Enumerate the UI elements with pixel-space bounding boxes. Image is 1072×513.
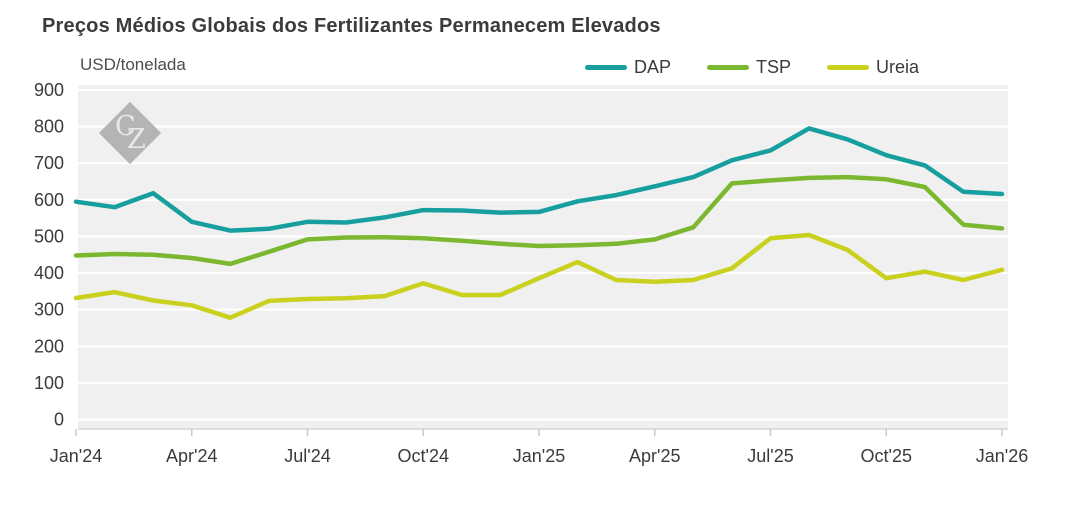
y-tick-label-100: 100 [34, 373, 64, 393]
plot-area [78, 85, 1008, 429]
y-tick-label-600: 600 [34, 190, 64, 210]
y-tick-label-200: 200 [34, 336, 64, 356]
y-tick-label-300: 300 [34, 300, 64, 320]
y-axis-unit-label: USD/tonelada [80, 55, 186, 74]
x-tick-label-Apr'25: Apr'25 [629, 446, 680, 466]
legend-label-tsp: TSP [756, 57, 792, 77]
tsp-price-line [73, 174, 1005, 267]
chart-title: Preços Médios Globais dos Fertilizantes … [42, 15, 661, 37]
legend-label-ureia: Ureia [876, 57, 920, 77]
x-tick-label-Oct'25: Oct'25 [861, 446, 912, 466]
y-tick-label-0: 0 [54, 410, 64, 430]
x-tick-label-Jan'25: Jan'25 [513, 446, 565, 466]
x-tick-label-Jan'24: Jan'24 [50, 446, 102, 466]
y-tick-label-800: 800 [34, 117, 64, 137]
y-tick-label-500: 500 [34, 226, 64, 246]
tsp-line-swatch [707, 65, 750, 70]
x-tick-label-Jul'24: Jul'24 [284, 446, 330, 466]
dap-line-swatch [585, 65, 627, 70]
x-tick-label-Jan'26: Jan'26 [976, 446, 1028, 466]
legend-item-tsp[interactable]: TSP [707, 57, 791, 78]
y-tick-label-900: 900 [34, 80, 64, 100]
x-tick-label-Oct'24: Oct'24 [398, 446, 449, 466]
ureia-line-swatch [827, 65, 870, 70]
y-tick-label-700: 700 [34, 153, 64, 173]
legend-item-dap[interactable]: DAP [585, 57, 671, 78]
ureia-price-line [73, 232, 1005, 320]
legend-item-ureia[interactable]: Ureia [827, 57, 919, 78]
y-tick-label-400: 400 [34, 263, 64, 283]
dap-price-line [73, 126, 1005, 233]
legend: DAP TSP Ureia [585, 57, 919, 78]
x-tick-label-Jul'25: Jul'25 [747, 446, 793, 466]
legend-label-dap: DAP [634, 57, 672, 77]
x-tick-label-Apr'24: Apr'24 [166, 446, 217, 466]
